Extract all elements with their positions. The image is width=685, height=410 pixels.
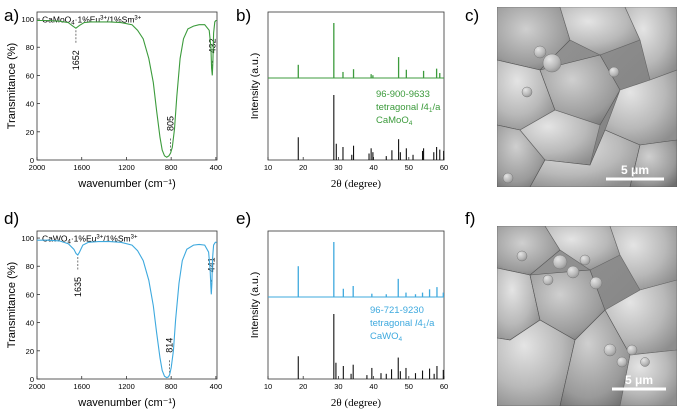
scale-bar-label: 5 μm — [621, 163, 649, 177]
panel-letter-b: b) — [236, 6, 251, 25]
reference-card-label: 96-900-9633 tetragonal I41/a CaMoO4 — [376, 89, 441, 127]
x-tick-label: 50 — [405, 382, 413, 391]
y-tick-label: 40 — [26, 100, 34, 109]
ref-code: 96-900-9633 — [376, 89, 430, 100]
x-tick-label: 10 — [264, 382, 272, 391]
transmittance-curve — [37, 239, 217, 379]
x-tick-label: 40 — [369, 382, 377, 391]
y-tick-label: 20 — [26, 347, 34, 356]
x-tick-label: 40 — [369, 163, 377, 172]
plot-frame — [267, 230, 445, 380]
y-tick-label: 80 — [26, 43, 34, 52]
x-axis-label: wavenumber (cm⁻¹) — [77, 397, 176, 409]
peak-label: 805 — [166, 116, 176, 131]
x-tick-label: 1200 — [118, 382, 135, 391]
x-tick-label: 2000 — [29, 382, 46, 391]
y-tick-label: 100 — [21, 234, 34, 243]
sem-image-c: 5 μm — [497, 7, 677, 187]
reference-card-label: 96-721-9230 tetragonal I41/a CaWO4 — [370, 305, 435, 343]
x-tick-label: 400 — [210, 382, 223, 391]
x-axis-label: 2θ (degree) — [331, 178, 381, 190]
plot-frame — [36, 230, 218, 380]
panel-letter-c: c) — [465, 6, 479, 25]
ref-phase: tetragonal I41/a — [370, 318, 435, 330]
panel-letter-e: e) — [236, 209, 251, 228]
peak-label: 441 — [206, 257, 216, 272]
panel-letter-a: a) — [4, 6, 19, 25]
y-tick-label: 40 — [26, 319, 34, 328]
panel-e-xrd-chart: 10 20 30 40 50 60 Intensity (a.u.) 2θ (degree… — [249, 230, 448, 409]
ref-phase: tetragonal I41/a — [376, 102, 441, 114]
x-tick-label: 1600 — [73, 163, 90, 172]
x-tick-label: 20 — [299, 382, 307, 391]
y-tick-label: 60 — [26, 71, 34, 80]
x-tick-label: 800 — [165, 163, 178, 172]
x-axis-label: 2θ (degree) — [331, 397, 381, 409]
x-tick-label: 60 — [440, 382, 448, 391]
panel-a-ftir-chart: CaMoO4·1%Eu3+/1%Sm3+ 0 20 40 60 80 100 2000 160… — [6, 11, 223, 190]
y-tick-label: 0 — [30, 375, 34, 384]
panel-b-xrd-chart: 10 20 30 40 50 60 Intensity (a.u.) 2θ (degree… — [249, 11, 448, 190]
ref-formula: CaWO4 — [370, 331, 403, 343]
y-tick-label: 80 — [26, 262, 34, 271]
panel-letter-f: f) — [465, 209, 475, 228]
peak-label: 432 — [207, 38, 217, 53]
x-tick-label: 1200 — [118, 163, 135, 172]
y-tick-label: 100 — [21, 15, 34, 24]
x-axis-label: wavenumber (cm⁻¹) — [77, 178, 176, 190]
ref-code: 96-721-9230 — [370, 305, 424, 316]
y-tick-label: 0 — [30, 156, 34, 165]
x-tick-label: 30 — [334, 382, 342, 391]
sem-image-f: 5 μm — [497, 226, 677, 406]
y-axis-label: Intensity (a.u.) — [249, 53, 261, 120]
plot-frame — [36, 11, 218, 161]
plot-frame — [267, 11, 445, 161]
peak-label: 1635 — [73, 277, 83, 297]
x-tick-label: 20 — [299, 163, 307, 172]
scale-bar-label: 5 μm — [625, 373, 653, 387]
transmittance-curve — [37, 19, 217, 158]
y-axis-label: Transmitance (%) — [6, 262, 18, 348]
panel-letter-d: d) — [4, 209, 19, 228]
sample-label: CaWO4·1%Eu3+/1%Sm3+ — [42, 234, 138, 246]
y-tick-label: 20 — [26, 128, 34, 137]
x-tick-label: 400 — [210, 163, 223, 172]
ref-formula: CaMoO4 — [376, 115, 413, 127]
peak-label: 814 — [165, 338, 175, 353]
x-tick-label: 30 — [334, 163, 342, 172]
x-tick-label: 800 — [165, 382, 178, 391]
y-axis-label: Transmitance (%) — [6, 43, 18, 129]
peak-label: 1652 — [71, 50, 81, 70]
x-tick-label: 50 — [405, 163, 413, 172]
x-tick-label: 1600 — [73, 382, 90, 391]
y-tick-label: 60 — [26, 290, 34, 299]
y-axis-label: Intensity (a.u.) — [249, 272, 261, 339]
x-tick-label: 60 — [440, 163, 448, 172]
sample-label: CaMoO4·1%Eu3+/1%Sm3+ — [42, 15, 142, 27]
panel-d-ftir-chart: CaWO4·1%Eu3+/1%Sm3+ 0 20 40 60 80 100 2000 1600… — [6, 230, 223, 409]
x-tick-label: 2000 — [29, 163, 46, 172]
x-tick-label: 10 — [264, 163, 272, 172]
